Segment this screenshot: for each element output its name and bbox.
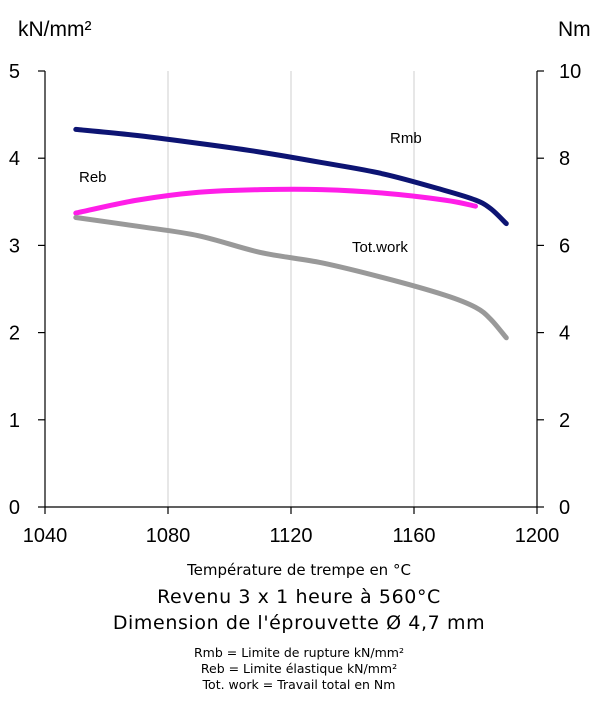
annotations: Rmb Reb Tot.work xyxy=(79,130,422,256)
right-axis-unit: Nm xyxy=(558,18,591,41)
grid-lines xyxy=(167,71,415,507)
tick-label-left-5: 5 xyxy=(9,61,20,83)
annotation-rmb: Rmb xyxy=(390,130,422,147)
tick-label-x-1080: 1080 xyxy=(146,525,191,547)
tick-label-x-1160: 1160 xyxy=(392,525,435,547)
tick-label-right-10: 10 xyxy=(559,61,581,83)
annotation-reb: Reb xyxy=(79,169,107,186)
tick-label-right-0: 0 xyxy=(559,497,570,519)
tick-label-x-1200: 1200 xyxy=(515,525,560,547)
series-line-reb xyxy=(73,186,478,216)
series-lines xyxy=(73,126,509,341)
axes xyxy=(38,70,544,514)
subtitle-temper: Revenu 3 x 1 heure à 560°C xyxy=(157,586,441,608)
tick-label-left-0: 0 xyxy=(9,497,20,519)
tick-label-x-1040: 1040 xyxy=(23,525,68,547)
tick-label-left-3: 3 xyxy=(9,235,20,257)
x-axis-label: Température de trempe en °C xyxy=(187,561,411,579)
subtitle-specimen: Dimension de l'éprouvette Ø 4,7 mm xyxy=(112,612,486,634)
tick-label-left-2: 2 xyxy=(9,323,20,345)
tick-label-left-1: 1 xyxy=(9,410,20,432)
legend-note-totwork: Tot. work = Travail total en Nm xyxy=(202,677,396,692)
tick-label-right-4: 4 xyxy=(559,323,570,345)
annotation-tot-work: Tot.work xyxy=(352,239,408,256)
series-line-rmb xyxy=(73,126,509,227)
tick-label-left-4: 4 xyxy=(9,148,20,170)
tick-label-right-2: 2 xyxy=(559,410,570,432)
left-axis-unit: kN/mm² xyxy=(18,18,91,41)
tick-labels: 0 1 2 3 4 5 0 2 4 6 8 10 1040 1080 1120 1160 1200 kN/mm² N… xyxy=(9,18,591,547)
tick-label-right-6: 6 xyxy=(559,235,570,257)
legend-note-reb: Reb = Limite élastique kN/mm² xyxy=(200,661,398,676)
tick-label-right-8: 8 xyxy=(559,148,570,170)
tick-label-x-1120: 1120 xyxy=(269,525,312,547)
series-line-tot-work xyxy=(73,215,509,341)
legend-note-rmb: Rmb = Limite de rupture kN/mm² xyxy=(194,645,404,660)
